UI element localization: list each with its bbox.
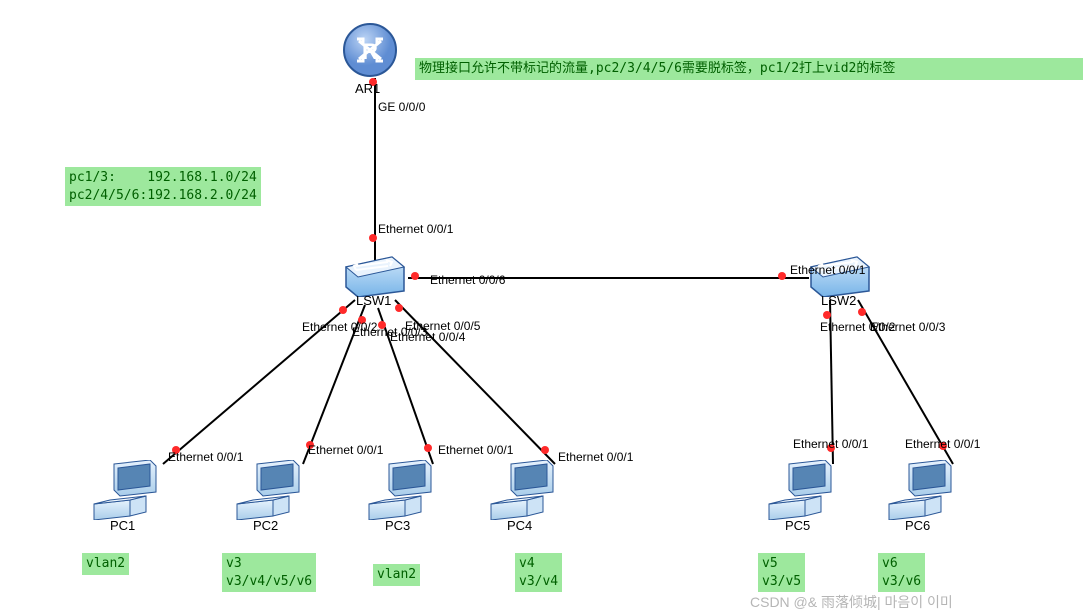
watermark: CSDN @& 雨落倾城| 마음이 이미: [750, 592, 953, 612]
device-label: LSW2: [821, 293, 856, 308]
router-ar1[interactable]: R: [341, 21, 399, 79]
device-label: AR1: [355, 81, 380, 96]
port-label: GE 0/0/0: [378, 100, 425, 114]
port-label: Ethernet 0/0/1: [168, 450, 243, 464]
device-label: LSW1: [356, 293, 391, 308]
svg-text:R: R: [362, 39, 378, 64]
port-label: Ethernet 0/0/1: [308, 443, 383, 457]
device-label: PC3: [385, 518, 410, 533]
pc-3[interactable]: [367, 460, 433, 520]
port-label: Ethernet 0/0/5: [405, 319, 480, 333]
port-label: Ethernet 0/0/1: [793, 437, 868, 451]
port-label: Ethernet 0/0/1: [558, 450, 633, 464]
port-label: Ethernet 0/0/1: [438, 443, 513, 457]
note-pc4: v4 v3/v4: [515, 553, 562, 592]
note-pc2: v3 v3/v4/v5/v6: [222, 553, 316, 592]
pc-4[interactable]: [489, 460, 555, 520]
note-pc6: v6 v3/v6: [878, 553, 925, 592]
port-label: Ethernet 0/0/1: [378, 222, 453, 236]
port-label: Ethernet 0/0/3: [870, 320, 945, 334]
device-label: PC6: [905, 518, 930, 533]
port-label: Ethernet 0/0/1: [790, 263, 865, 277]
device-label: PC1: [110, 518, 135, 533]
port-label: Ethernet 0/0/1: [905, 437, 980, 451]
pc-1[interactable]: [92, 460, 158, 520]
pc-5[interactable]: [767, 460, 833, 520]
device-label: PC4: [507, 518, 532, 533]
topology-canvas: 物理接口允许不带标记的流量,pc2/3/4/5/6需要脱标签，pc1/2打上vi…: [0, 0, 1085, 616]
note-top: 物理接口允许不带标记的流量,pc2/3/4/5/6需要脱标签，pc1/2打上vi…: [415, 58, 1083, 80]
note-pc3: vlan2: [373, 564, 420, 586]
device-label: PC5: [785, 518, 810, 533]
note-ip: pc1/3: 192.168.1.0/24 pc2/4/5/6:192.168.…: [65, 167, 261, 206]
pc-6[interactable]: [887, 460, 953, 520]
note-pc5: v5 v3/v5: [758, 553, 805, 592]
pc-2[interactable]: [235, 460, 301, 520]
port-label: Ethernet 0/0/6: [430, 273, 505, 287]
note-pc1: vlan2: [82, 553, 129, 575]
device-label: PC2: [253, 518, 278, 533]
switch-lsw1[interactable]: [342, 253, 408, 297]
